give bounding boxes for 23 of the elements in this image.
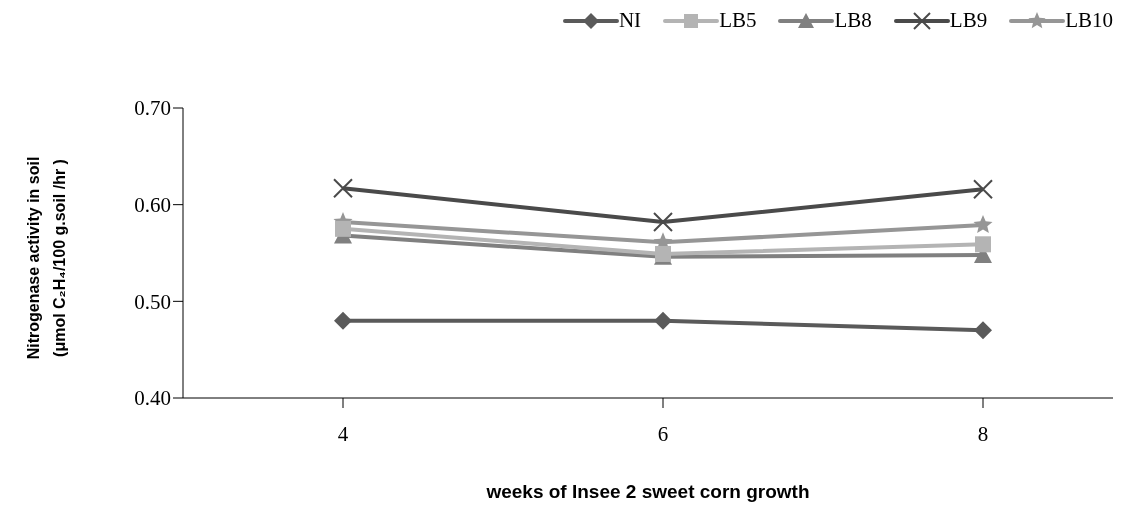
point [334, 311, 352, 330]
point [335, 220, 351, 237]
legend-label: LB10 [1065, 8, 1113, 33]
point [973, 214, 993, 234]
legend-label: LB9 [949, 8, 988, 33]
legend-label: LB8 [834, 8, 872, 33]
y-tick-label: 0.50 [134, 289, 171, 314]
x-tick-label: 6 [657, 421, 669, 446]
x-tick-label: 8 [977, 421, 989, 446]
y-tick-label: 0.60 [134, 193, 171, 218]
point [333, 178, 353, 199]
y-axis-title: Nitrogenase activity in soil (μmol C₂H₄/100 g.soil /hr ) [24, 156, 69, 360]
x-axis-title: weeks of Insee 2 sweet corn growth [485, 481, 810, 502]
point [653, 212, 673, 233]
legend-label: LB5 [719, 8, 757, 33]
y-tick-label: 0.40 [134, 386, 171, 411]
point [654, 311, 672, 330]
point [973, 179, 993, 200]
x-tick-label: 4 [337, 421, 349, 446]
y-tick-label: 0.70 [134, 96, 171, 121]
point [974, 321, 992, 340]
legend-label: NI [618, 8, 642, 33]
point [975, 236, 991, 253]
